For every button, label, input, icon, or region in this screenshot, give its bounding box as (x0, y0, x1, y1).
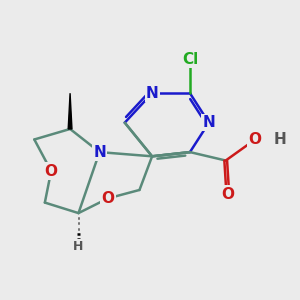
Text: O: O (101, 191, 114, 206)
Text: O: O (249, 132, 262, 147)
Text: H: H (73, 240, 84, 253)
Text: H: H (274, 132, 287, 147)
Text: O: O (221, 187, 234, 202)
Text: N: N (202, 115, 215, 130)
Text: Cl: Cl (182, 52, 198, 67)
Text: N: N (93, 145, 106, 160)
Text: O: O (45, 164, 58, 178)
Text: N: N (146, 86, 158, 101)
Polygon shape (68, 93, 72, 129)
